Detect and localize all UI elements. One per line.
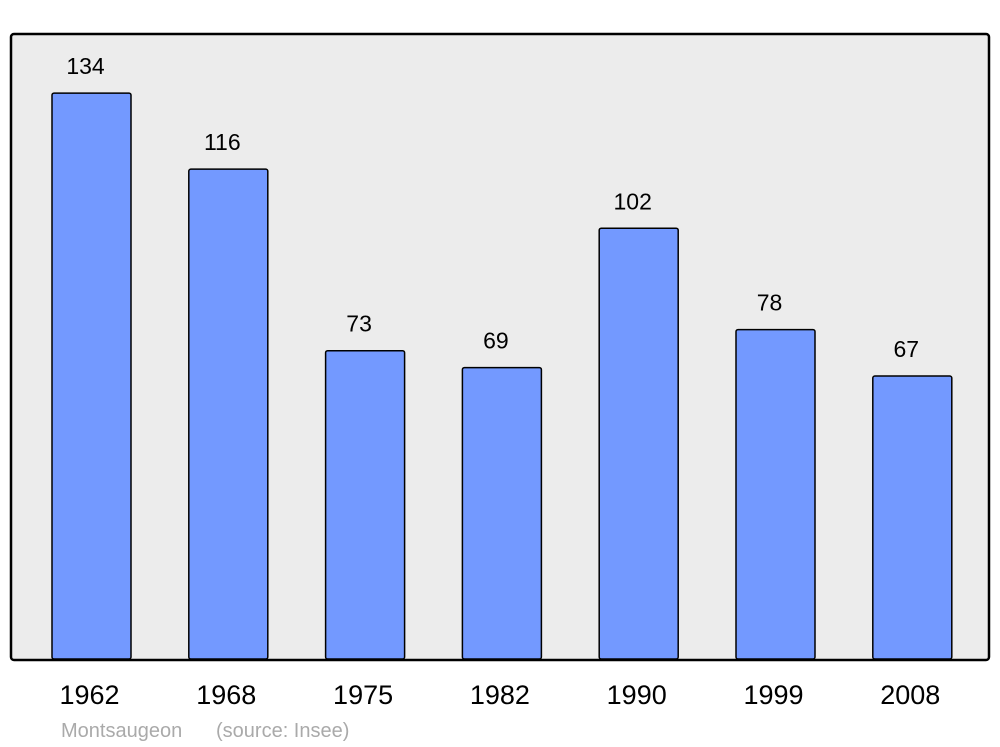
bar-1962 [51,92,132,660]
bar-1990 [598,227,679,660]
x-tick-label-1999: 1999 [743,680,803,710]
x-tick-label-1982: 1982 [470,680,530,710]
bar-1982 [461,366,543,660]
bar-1975 [324,349,406,660]
bar-1968 [188,168,269,660]
x-tick-label-1968: 1968 [196,680,256,710]
footer-source: (source: Insee) [216,720,349,742]
data-label-2008: 67 [894,336,920,362]
data-label-1982: 69 [483,328,509,354]
x-tick-label-2008: 2008 [880,680,940,710]
x-tick-label-1975: 1975 [333,680,393,710]
footer-place: Montsaugeon [61,720,182,742]
x-tick-label-1990: 1990 [607,680,667,710]
data-label-1968: 116 [204,129,241,155]
data-label-1999: 78 [757,290,783,316]
data-label-1990: 102 [614,188,652,214]
data-label-1975: 73 [346,311,372,337]
x-tick-label-1962: 1962 [59,680,119,710]
bar-1999 [735,328,816,660]
data-label-1962: 134 [66,53,105,79]
bar-2008 [872,375,953,660]
